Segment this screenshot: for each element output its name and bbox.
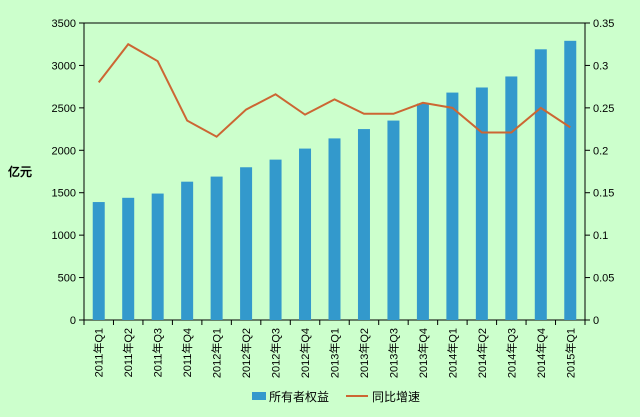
growth-line [97,42,571,138]
left-tick-label: 2500 [52,103,76,115]
x-tick-label: 2014年Q2 [475,328,489,378]
bar [240,167,253,320]
line-series [97,42,571,138]
bar [92,202,105,320]
bar [269,159,282,320]
left-axis: 0 500 1000 1500 2000 2500 3000 3500 [52,18,84,327]
legend-line-label: 同比增速 [372,390,420,404]
bar [328,138,341,320]
left-tick-label: 2000 [52,145,76,157]
right-tick-label: 0.05 [593,273,614,285]
bar [416,103,429,320]
bar [181,181,194,320]
bar [357,129,370,320]
x-tick-label: 2011年Q2 [121,328,135,377]
x-tick-label: 2015年Q1 [563,328,577,378]
x-tick-label: 2012年Q3 [269,328,283,378]
right-tick-label: 0.1 [593,230,608,242]
x-tick-label: 2013年Q2 [357,328,371,378]
x-tick-label: 2013年Q3 [386,328,400,378]
legend-bar-swatch [252,392,266,400]
bar [534,49,547,320]
right-tick-label: 0 [593,315,599,327]
x-tick-label: 2012年Q2 [239,328,253,378]
x-tick-label: 2013年Q4 [416,328,430,378]
bar [505,76,518,321]
x-tick-label: 2011年Q3 [151,328,165,377]
left-tick-label: 3500 [52,18,76,30]
x-tick-label: 2013年Q1 [328,328,342,378]
bar [387,120,400,320]
bar-series [92,40,577,321]
x-tick-label: 2011年Q4 [180,328,194,377]
bar [446,92,459,320]
left-tick-label: 0 [70,315,76,327]
bar [151,193,164,320]
bar [210,176,223,320]
left-tick-label: 1500 [52,188,76,200]
x-tick-label: 2014年Q1 [445,328,459,378]
x-tick-label: 2014年Q4 [534,328,548,378]
bar [475,87,488,321]
left-tick-label: 1000 [52,230,76,242]
x-tick-label: 2012年Q1 [210,328,224,378]
legend-bar-label: 所有者权益 [269,390,329,404]
right-tick-label: 0.35 [593,18,614,30]
x-tick-label: 2014年Q3 [504,328,518,378]
left-tick-label: 3000 [52,60,76,72]
x-axis: 2011年Q1 2011年Q2 2011年Q3 2011年Q4 2012年Q1 2012年… [83,320,586,378]
right-axis: 0 0.05 0.1 0.15 0.2 0.25 0.3 0.35 [585,18,614,327]
right-tick-label: 0.3 [593,60,608,72]
y-axis-label: 亿元 [8,164,32,179]
right-tick-label: 0.15 [593,188,614,200]
x-tick-label: 2011年Q1 [92,328,106,377]
legend: 所有者权益 同比增速 [252,390,420,404]
bar [564,40,577,320]
bar [299,148,312,320]
right-tick-label: 0.25 [593,103,614,115]
bar [122,197,135,320]
x-tick-label: 2012年Q4 [298,328,312,378]
right-tick-label: 0.2 [593,145,608,157]
left-tick-label: 500 [58,273,76,285]
